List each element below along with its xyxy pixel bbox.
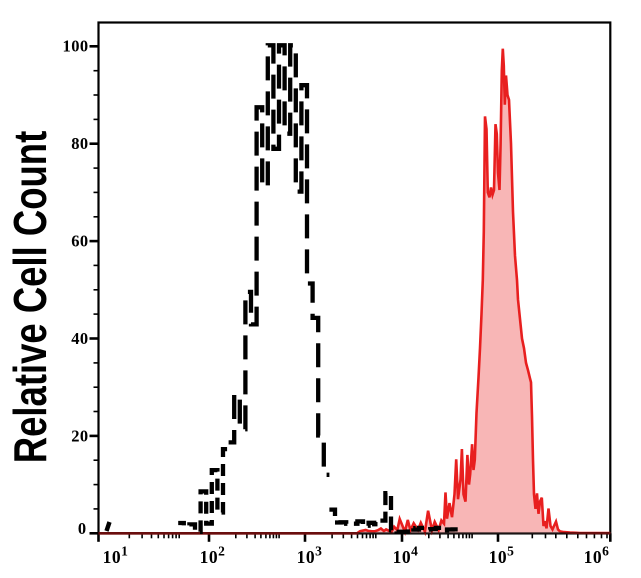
svg-text:Relative Cell Count: Relative Cell Count bbox=[4, 131, 56, 464]
svg-text:40: 40 bbox=[71, 329, 88, 348]
svg-text:20: 20 bbox=[71, 426, 88, 445]
svg-text:80: 80 bbox=[71, 134, 88, 153]
svg-text:100: 100 bbox=[63, 37, 89, 56]
svg-text:0: 0 bbox=[78, 519, 87, 538]
svg-text:60: 60 bbox=[71, 232, 88, 251]
